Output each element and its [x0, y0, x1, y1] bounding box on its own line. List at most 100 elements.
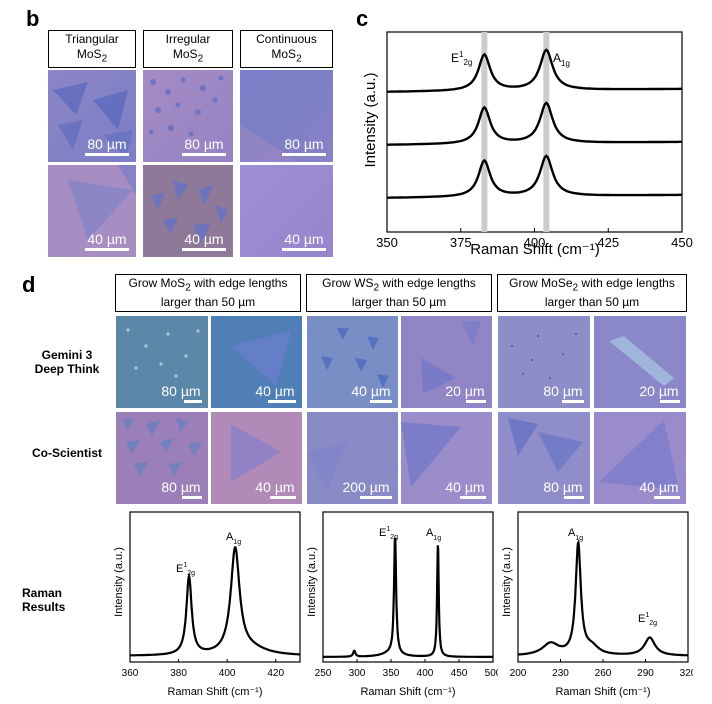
- x-tick-label: 420: [267, 668, 284, 679]
- ylabel: Intensity (a.u.): [501, 547, 513, 617]
- header-line2: MoS: [76, 46, 102, 61]
- scale-bar: 80 µm: [158, 479, 204, 499]
- spectrum-line: [323, 537, 493, 658]
- raman-chart-c: Intensity (a.u.) 350 375 400 425 450 E12g A1…: [362, 31, 693, 258]
- micrograph-irregular-80: 80 µm: [143, 70, 233, 162]
- peak-label-a1g: A1g: [226, 531, 241, 546]
- micrograph-triangular-80: 80 µm: [48, 70, 136, 162]
- header-grow-mose2: Grow MoSe2 with edge lengths larger than…: [497, 274, 687, 312]
- scale-bar: 80 µm: [279, 136, 329, 156]
- x-tick-label: 380: [170, 668, 187, 679]
- peak-label-e12g: E12g: [451, 50, 472, 67]
- peak-label-e12g: E12g: [638, 612, 657, 627]
- cosci-mos2-40: 40 µm: [211, 412, 302, 504]
- cosci-ws2-40: 40 µm: [401, 412, 492, 504]
- header-sub: 2: [101, 53, 108, 65]
- cosci-mose2-40: 40 µm: [594, 412, 686, 504]
- gemini-mose2-20: 20 µm: [594, 316, 686, 408]
- x-tick-label: 320: [680, 668, 693, 679]
- scale-bar: 20 µm: [442, 383, 488, 403]
- peak-label-e12g: E12g: [176, 562, 195, 577]
- raman-chart-mose2: Intensity (a.u.) 200 230 260 290 320 A1g E12…: [501, 511, 693, 698]
- x-tick-label: 400: [219, 668, 236, 679]
- spectrum-line-1: [387, 48, 682, 93]
- header-sub: 2: [296, 53, 302, 65]
- gemini-mos2-80: 80 µm: [116, 316, 208, 408]
- x-tick-label: 450: [451, 668, 468, 679]
- ylabel: Intensity (a.u.): [113, 547, 125, 617]
- spectrum-line-3: [387, 154, 682, 199]
- scale-bar: 40 µm: [636, 479, 682, 499]
- scale-bar: 80 µm: [179, 136, 229, 156]
- header-line1: Continuous: [256, 31, 317, 46]
- x-tick-label: 400: [524, 235, 546, 250]
- gemini-ws2-40: 40 µm: [307, 316, 398, 408]
- peak-label-a1g: A1g: [553, 51, 570, 68]
- xlabel-c: Raman Shift (cm⁻¹): [470, 241, 600, 258]
- header-line1: Irregular: [165, 31, 211, 46]
- x-tick-label: 350: [376, 235, 398, 250]
- header-continuous-mos2: Continuous MoS2: [240, 30, 333, 68]
- scale-bar: 80 µm: [540, 479, 586, 499]
- cosci-ws2-200: 200 µm: [307, 412, 398, 504]
- x-tick-label: 500: [485, 668, 498, 679]
- panel-c-letter: c: [356, 6, 369, 31]
- x-tick-label: 260: [595, 668, 612, 679]
- micrograph-triangular-40: 40 µm: [48, 165, 136, 257]
- panel-b-letter: b: [26, 6, 40, 31]
- raman-chart-ws2: Intensity (a.u.) 250 300 350 400 450 500 E12g…: [306, 511, 498, 698]
- row-label-raman: Raman Results: [22, 586, 66, 614]
- x-tick-label: 230: [552, 668, 569, 679]
- scale-bar: 80 µm: [540, 383, 586, 403]
- spectrum-line: [130, 546, 300, 657]
- row-label-coscientist: Co-Scientist: [31, 446, 102, 460]
- x-tick-label: 400: [417, 668, 434, 679]
- x-tick-label: 360: [122, 668, 139, 679]
- scale-bar: 40 µm: [279, 231, 329, 251]
- micrograph-continuous-40: 40 µm: [240, 165, 333, 257]
- header-line1: Triangular: [65, 31, 119, 46]
- header-triangular-mos2: Triangular MoS2: [48, 30, 136, 68]
- x-tick-label: 350: [383, 668, 400, 679]
- spectrum-line-2: [387, 101, 682, 146]
- header-sub: 2: [197, 53, 204, 65]
- scale-bar: 40 µm: [348, 383, 394, 403]
- scale-bar: 40 µm: [442, 479, 488, 499]
- peak-label-a1g: A1g: [568, 527, 583, 542]
- scale-bar: 20 µm: [636, 383, 682, 403]
- x-tick-label: 200: [510, 668, 527, 679]
- xlabel: Raman Shift (cm⁻¹): [555, 686, 650, 698]
- ylabel-c: Intensity (a.u.): [362, 72, 379, 167]
- row-label-gemini: Gemini 3 Deep Think: [34, 348, 100, 376]
- scale-bar: 40 µm: [179, 231, 229, 251]
- x-tick-label: 425: [597, 235, 619, 250]
- scale-bar: 80 µm: [158, 383, 204, 403]
- panel-d-letter: d: [22, 272, 36, 297]
- raman-chart-mos2: Intensity (a.u.) 360 380 400 420 E12g A1g R…: [113, 511, 301, 698]
- cosci-mos2-80: 80 µm: [116, 412, 208, 504]
- xlabel: Raman Shift (cm⁻¹): [167, 686, 262, 698]
- spectrum-line: [518, 539, 688, 657]
- peak-label-e12g: E12g: [379, 526, 398, 541]
- ylabel: Intensity (a.u.): [306, 547, 318, 617]
- micrograph-irregular-40: 40 µm: [143, 165, 233, 257]
- xlabel: Raman Shift (cm⁻¹): [360, 686, 455, 698]
- gemini-mose2-80: 80 µm: [498, 316, 590, 408]
- peak-band: [481, 32, 488, 232]
- x-tick-label: 250: [315, 668, 332, 679]
- header-irregular-mos2: Irregular MoS2: [143, 30, 233, 68]
- header-line2: MoS: [172, 46, 198, 61]
- micrograph-continuous-80: 80 µm: [240, 70, 333, 162]
- scale-bar: 40 µm: [252, 383, 298, 403]
- x-tick-label: 450: [671, 235, 693, 250]
- gemini-mos2-40: 40 µm: [211, 316, 302, 408]
- x-tick-label: 375: [450, 235, 472, 250]
- cosci-mose2-80: 80 µm: [498, 412, 590, 504]
- header-grow-mos2: Grow MoS2 with edge lengths larger than …: [115, 274, 301, 312]
- header-line2: MoS: [271, 46, 297, 61]
- x-tick-label: 290: [637, 668, 654, 679]
- gemini-ws2-20: 20 µm: [401, 316, 492, 408]
- scale-bar: 40 µm: [82, 231, 132, 251]
- scale-bar: 200 µm: [338, 479, 394, 499]
- peak-label-a1g: A1g: [426, 527, 441, 542]
